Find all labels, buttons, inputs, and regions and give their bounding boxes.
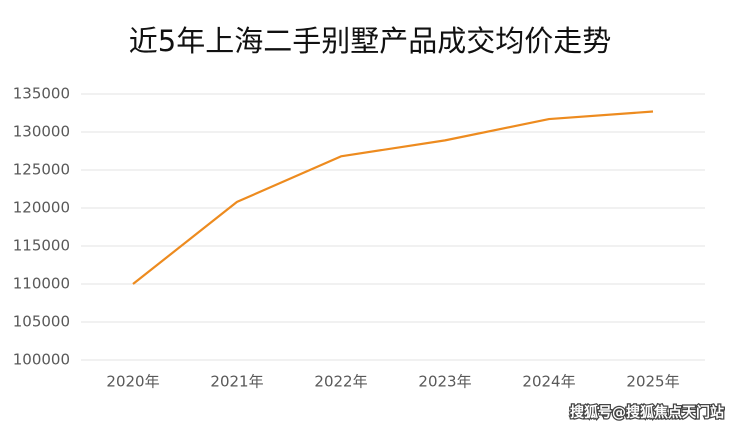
y-tick-label: 115000 [13,237,70,255]
x-tick-label: 2025年 [626,373,679,391]
y-tick-label: 120000 [13,199,70,217]
x-tick-label: 2020年 [106,373,159,391]
line [132,110,654,285]
x-tick-label: 2022年 [314,373,367,391]
watermark: 搜狐号@搜狐焦点天门站 [570,404,724,421]
chart-title: 近5年上海二手别墅产品成交均价走势 [129,24,611,58]
y-tick-label: 110000 [13,275,70,293]
y-tick-label: 130000 [13,123,70,141]
x-tick-label: 2021年 [210,373,263,391]
y-tick-label: 100000 [13,351,70,369]
y-tick-label: 135000 [13,85,70,103]
x-tick-label: 2024年 [522,373,575,391]
y-tick-label: 125000 [13,161,70,179]
x-tick-label: 2023年 [418,373,471,391]
y-tick-label: 105000 [13,313,70,331]
